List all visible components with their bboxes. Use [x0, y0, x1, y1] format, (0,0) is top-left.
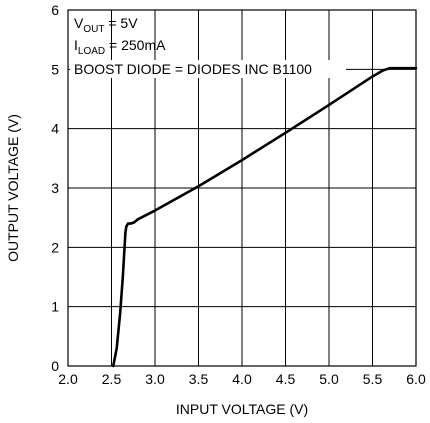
y-axis-title: OUTPUT VOLTAGE (V): [5, 114, 21, 262]
x-tick-label: 3.0: [145, 371, 165, 387]
x-tick-label: 4.0: [232, 371, 252, 387]
x-tick-label: 4.5: [276, 371, 296, 387]
y-tick-label: 1: [51, 299, 59, 315]
annotation-iload: ILOAD = 250mA: [74, 37, 166, 57]
x-tick-label: 5.0: [319, 371, 339, 387]
annotation-boost-diode: BOOST DIODE = DIODES INC B1100: [74, 61, 312, 77]
annotation-background: [70, 60, 346, 78]
annotation-vout: VOUT = 5V: [74, 15, 138, 35]
y-tick-label: 4: [51, 121, 59, 137]
x-tick-label: 5.5: [363, 371, 383, 387]
y-tick-labels: 0 1 2 3 4 5 6: [51, 2, 59, 374]
y-tick-label: 3: [51, 180, 59, 196]
y-tick-label: 6: [51, 2, 59, 18]
y-tick-label: 0: [51, 358, 59, 374]
x-tick-labels: 2.0 2.5 3.0 3.5 4.0 4.5 5.0 5.5 6.0: [58, 371, 426, 387]
x-tick-label: 6.0: [406, 371, 426, 387]
series-line: [111, 66, 418, 368]
plot-frame: [67, 9, 417, 367]
x-tick-label: 2.0: [58, 371, 78, 387]
y-tick-label: 5: [51, 61, 59, 77]
x-axis-title: INPUT VOLTAGE (V): [176, 401, 308, 417]
x-tick-label: 2.5: [102, 371, 122, 387]
y-tick-label: 2: [51, 239, 59, 255]
x-tick-label: 3.5: [189, 371, 209, 387]
